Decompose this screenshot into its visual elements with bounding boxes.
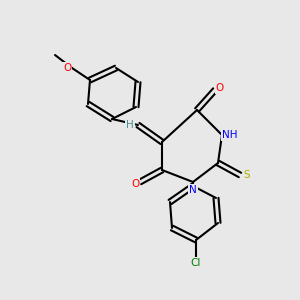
Text: NH: NH: [222, 130, 238, 140]
Text: N: N: [189, 185, 197, 195]
Text: H: H: [126, 120, 134, 130]
Text: O: O: [63, 63, 71, 73]
Text: O: O: [216, 83, 224, 93]
Text: O: O: [131, 179, 139, 189]
Text: Cl: Cl: [191, 258, 201, 268]
Text: S: S: [244, 170, 250, 180]
